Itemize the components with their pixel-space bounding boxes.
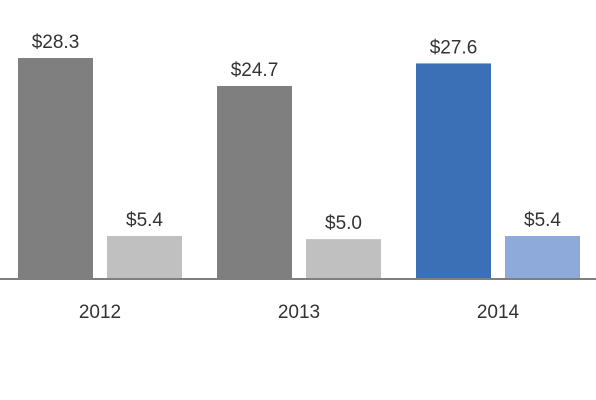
bar-2014-series-2: [505, 236, 580, 278]
bars-layer: [18, 58, 580, 278]
data-label-2013-series-1: $24.7: [231, 60, 279, 81]
data-label-2012-series-2: $5.4: [126, 210, 163, 231]
data-label-2013-series-2: $5.0: [325, 213, 362, 234]
bar-2012-series-2: [107, 236, 182, 278]
x-tick-label-2013: 2013: [278, 302, 320, 323]
x-tick-label-2012: 2012: [79, 302, 121, 323]
bar-2012-series-1: [18, 58, 93, 278]
data-label-2012-series-1: $28.3: [32, 32, 80, 53]
bar-2014-series-1: [416, 63, 491, 278]
bar-2013-series-2: [306, 239, 381, 278]
x-tick-label-2014: 2014: [477, 302, 520, 323]
data-label-2014-series-2: $5.4: [524, 210, 561, 231]
data-label-2014-series-1: $27.6: [430, 37, 478, 58]
bar-2013-series-1: [217, 85, 292, 278]
labels-layer: $28.3 $5.4 2012 $24.7 $5.0 2013 $27.6 $5.4 2014: [32, 32, 562, 323]
